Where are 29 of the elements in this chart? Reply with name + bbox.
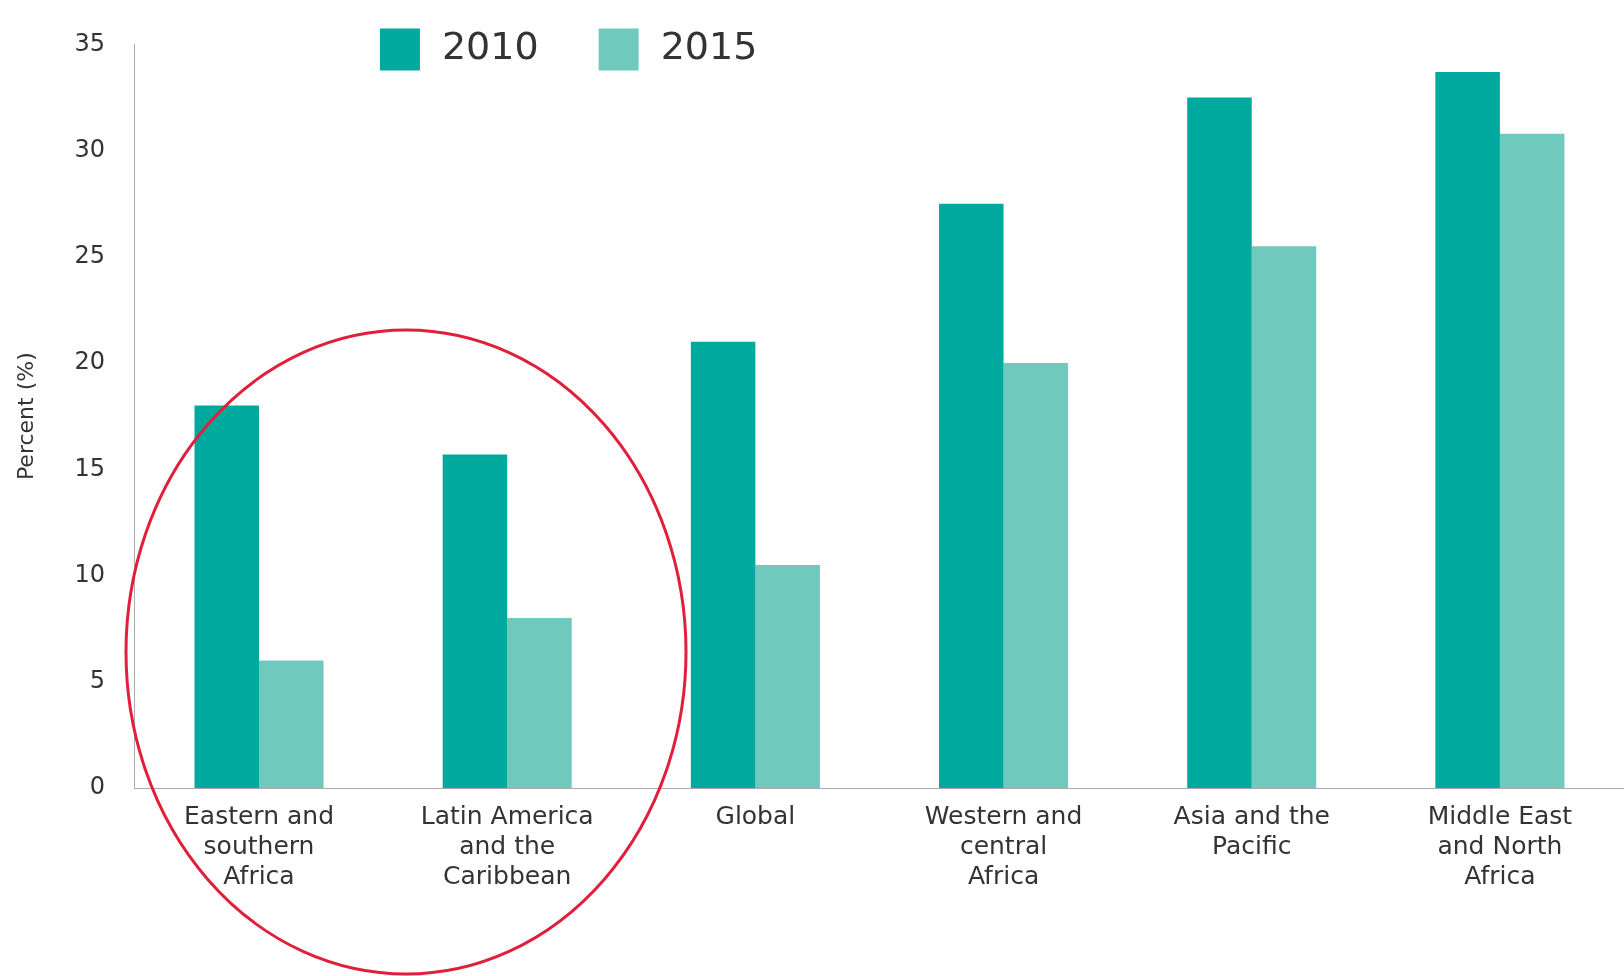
bar (194, 405, 260, 788)
bar (1251, 246, 1317, 788)
y-tick-label: 0 (89, 772, 105, 801)
y-axis-title: Percent (%) (12, 352, 38, 481)
y-tick-label: 25 (74, 241, 105, 270)
y-tick-label: 5 (89, 666, 105, 695)
x-tick-label: Asia and the Pacific (1173, 800, 1330, 860)
bar (259, 660, 324, 788)
x-tick-label: Eastern and southern Africa (184, 800, 335, 890)
legend-label: 2015 (660, 24, 758, 69)
x-tick-label: Middle East and North Africa (1427, 800, 1573, 890)
bar (690, 341, 756, 788)
bar (939, 203, 1004, 788)
y-tick-label: 10 (74, 559, 105, 588)
x-tick-label: Western and central Africa (924, 800, 1083, 890)
bar (1435, 72, 1500, 788)
y-tick-label: 35 (74, 28, 105, 57)
x-tick-label: Global (715, 800, 796, 830)
x-tick-label: Latin America and the Caribbean (420, 800, 594, 890)
bar (1499, 133, 1565, 788)
y-tick-label: 30 (74, 134, 105, 163)
legend-label: 2010 (441, 24, 539, 69)
y-tick-label: 15 (74, 453, 105, 482)
bar (1187, 97, 1252, 788)
bar (755, 564, 820, 788)
y-tick-label: 20 (74, 347, 105, 376)
bar (442, 454, 508, 788)
bar (1003, 363, 1069, 788)
bar (507, 618, 572, 788)
